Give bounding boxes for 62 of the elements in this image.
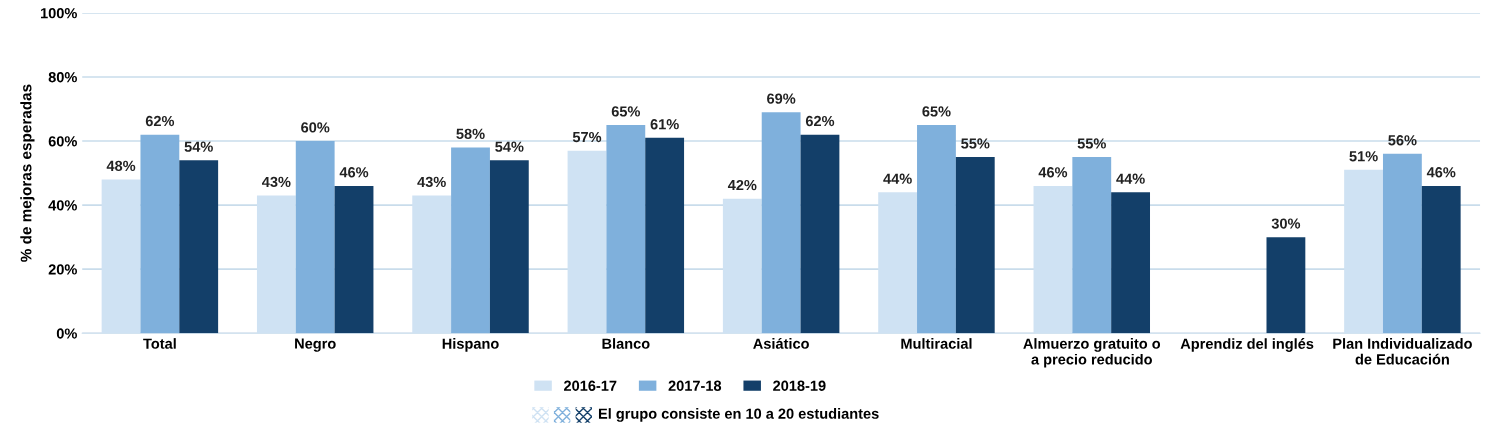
data-label: 65% [922, 106, 951, 117]
y-tick-label: 100% [40, 8, 77, 19]
data-label: 51% [1349, 151, 1378, 162]
data-label: 46% [339, 167, 369, 178]
bar [451, 147, 490, 334]
data-label: 43% [417, 176, 446, 188]
bar [489, 160, 529, 334]
data-label: 46% [1038, 167, 1068, 178]
data-label: 44% [1116, 173, 1145, 184]
bar [140, 134, 180, 334]
legend-label: 2017-18 [668, 380, 722, 391]
data-label: 69% [767, 93, 796, 104]
y-tick-label: 0% [56, 328, 77, 339]
data-label: 48% [106, 160, 136, 172]
y-tick-label: 80% [48, 72, 77, 83]
y-axis-title: % de mejoras esperadas [20, 84, 35, 262]
data-label: 57% [572, 131, 602, 143]
y-tick-label: 60% [48, 136, 77, 147]
x-tick-label: Hispano [442, 338, 499, 352]
text: El grupo consiste en 10 a 20 estudiantes [598, 408, 879, 422]
data-label: 65% [611, 106, 641, 117]
x-tick-label: Multiracial [901, 338, 972, 349]
bar [645, 137, 685, 334]
x-tick-label: Almuerzo gratuito o a precio reducido [1023, 338, 1161, 368]
x-tick-label: Blanco [602, 338, 650, 349]
bar [800, 134, 840, 334]
bar [1382, 153, 1422, 334]
x-tick-label: Negro [295, 338, 336, 352]
legend-label: 2016-17 [564, 380, 617, 391]
x-tick-label: Plan Individualizado de Educación [1333, 338, 1472, 365]
data-label: 62% [805, 115, 835, 127]
data-label: 60% [301, 122, 330, 133]
data-label: 62% [145, 115, 175, 127]
data-label: 54% [184, 141, 213, 152]
bar [1072, 157, 1112, 334]
data-label: 44% [883, 173, 912, 184]
y-tick-label: 20% [48, 264, 77, 275]
bar [1111, 192, 1151, 334]
data-label: 58% [456, 128, 485, 140]
bar [1421, 185, 1461, 334]
x-tick-label: Aprendiz del inglés [1180, 338, 1314, 352]
bar [606, 125, 646, 334]
bar [917, 125, 956, 334]
data-label: 61% [650, 119, 679, 130]
data-label: 30% [1271, 218, 1301, 229]
y-tick-label: 40% [48, 200, 77, 211]
legend-label: 2018-19 [773, 380, 826, 391]
data-label: 54% [495, 141, 524, 152]
x-tick-label: Total [143, 338, 176, 349]
data-label: 56% [1388, 135, 1417, 146]
data-label: 42% [727, 179, 757, 191]
data-label: 55% [1077, 138, 1106, 149]
data-label: 43% [261, 176, 291, 188]
bar [295, 141, 335, 334]
data-label: 55% [961, 138, 990, 149]
bar [179, 160, 219, 334]
bar [761, 112, 801, 334]
bar [955, 157, 995, 334]
data-label: 46% [1426, 167, 1456, 178]
bar [1266, 237, 1306, 334]
bar [334, 185, 374, 334]
x-tick-label: Asiático [753, 337, 809, 349]
